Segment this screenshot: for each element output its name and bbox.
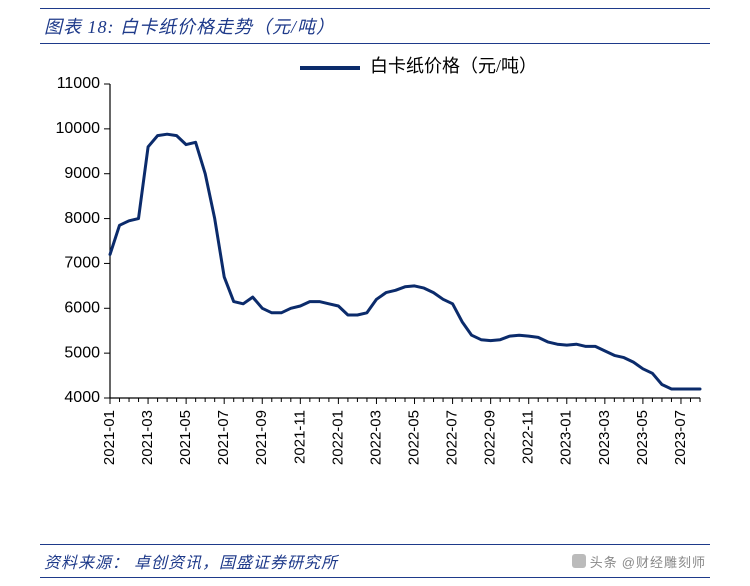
x-tick-label: 2023-01 [558, 410, 575, 465]
y-tick-label: 10000 [56, 120, 101, 137]
x-tick-label: 2023-03 [596, 410, 613, 465]
y-tick-label: 9000 [64, 165, 100, 182]
x-tick-label: 2022-11 [520, 410, 537, 464]
y-tick-label: 7000 [64, 255, 100, 272]
y-tick-label: 5000 [64, 344, 100, 361]
source-bar: 资料来源： 卓创资讯，国盛证券研究所 头条 @财经雕刻师 [40, 544, 710, 578]
legend-label: 白卡纸价格（元/吨） [370, 56, 537, 76]
x-tick-label: 2022-09 [482, 410, 499, 465]
watermark-prefix: 头条 [590, 552, 618, 571]
chart-title-text: 白卡纸价格走势（元/吨） [120, 17, 335, 37]
x-tick-label: 2022-05 [405, 410, 422, 465]
x-tick-label: 2023-05 [634, 410, 651, 465]
source-text: 资料来源： 卓创资讯，国盛证券研究所 [44, 549, 338, 573]
page: 图表 18: 白卡纸价格走势（元/吨） 4000 5000 6000 7000 8000… [0, 0, 750, 586]
x-tick-label: 2021-07 [215, 410, 232, 465]
x-tick-label: 2021-05 [177, 410, 194, 465]
chart-title-bar: 图表 18: 白卡纸价格走势（元/吨） [40, 8, 710, 44]
chart-title-prefix: 图表 18: [44, 17, 115, 37]
x-tick-label: 2022-01 [329, 410, 346, 465]
y-tick-label: 8000 [64, 210, 100, 227]
chart-container: 4000 5000 6000 7000 8000 9000 10000 11000 2021-0… [40, 48, 710, 528]
watermark: 头条 @财经雕刻师 [572, 552, 706, 571]
x-tick-label: 2021-11 [291, 410, 308, 464]
source-value: 卓创资讯，国盛证券研究所 [134, 555, 338, 572]
x-tick-label: 2023-07 [672, 410, 689, 465]
x-tick-label: 2021-03 [139, 410, 156, 465]
x-tick-label: 2022-03 [367, 410, 384, 465]
watermark-icon [572, 554, 586, 568]
y-tick-label: 6000 [64, 300, 100, 317]
x-tick-label: 2021-01 [101, 410, 118, 465]
x-tick-label: 2021-09 [253, 410, 270, 465]
line-chart: 4000 5000 6000 7000 8000 9000 10000 11000 2021-0… [40, 48, 710, 488]
y-tick-label: 11000 [57, 75, 100, 92]
y-tick-label: 4000 [64, 389, 100, 406]
x-tick-label: 2022-07 [444, 410, 461, 465]
source-label: 资料来源： [44, 555, 129, 572]
watermark-text: @财经雕刻师 [622, 552, 706, 571]
